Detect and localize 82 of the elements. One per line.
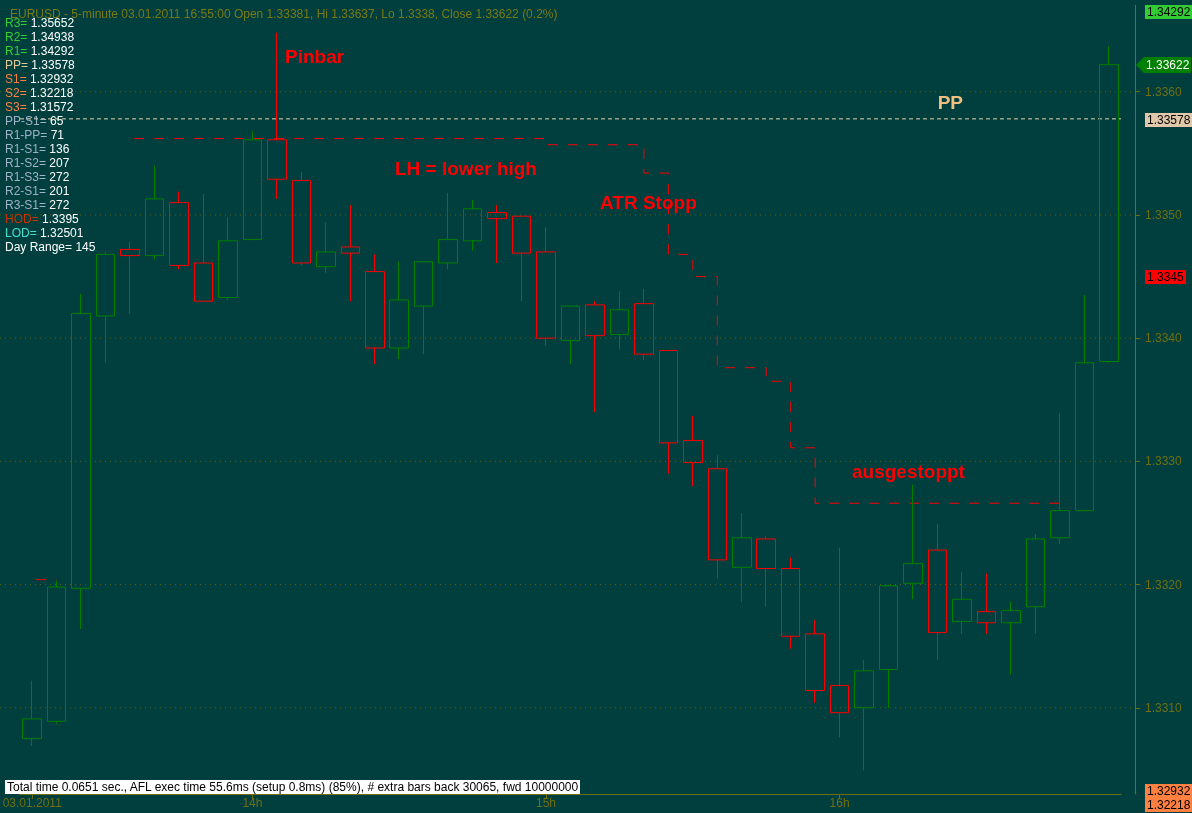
text: 1.33622 — [1136, 57, 1192, 73]
x-tick-label: 16h — [829, 796, 850, 810]
y-tick-label: 1.3320 — [1145, 577, 1183, 592]
y-tick-label: 1.3340 — [1145, 331, 1183, 346]
annotation: R1-S2= 207 — [5, 155, 70, 170]
candlestick — [610, 290, 629, 350]
candlestick — [218, 216, 238, 301]
candlestick — [561, 305, 580, 365]
candlestick — [365, 253, 385, 365]
text: 1.34292 — [1145, 5, 1192, 19]
candlestick — [977, 572, 996, 635]
annotation: R2-S1= 201 — [5, 183, 70, 198]
x-tick-label: 15h — [536, 796, 557, 810]
text: 1.3345 — [1145, 270, 1186, 284]
candlestick — [732, 512, 752, 603]
candlestick — [438, 192, 458, 270]
annotation: LH = lower high — [395, 158, 537, 180]
annotation: Pinbar — [285, 46, 345, 68]
candlestick — [292, 171, 311, 266]
y-tick-label: 1.3360 — [1145, 84, 1183, 99]
candlestick — [316, 221, 336, 274]
annotation: S1= 1.32932 — [5, 71, 74, 86]
annotation: R2= 1.34938 — [5, 29, 75, 44]
annotation: Total time 0.0651 sec., AFL exec time 55.6ms (setup 0.8ms) (85%), # extra bars back 30065, fwd 10000000 — [5, 780, 581, 794]
candlestick — [71, 293, 91, 630]
candlestick — [781, 556, 800, 650]
annotation: R1-PP= 71 — [5, 127, 65, 142]
text: 1.32218 — [1145, 798, 1192, 812]
candlestick — [805, 619, 825, 704]
candlestick — [414, 261, 433, 355]
candlestick — [389, 261, 409, 360]
annotation: LOD= 1.32501 — [5, 225, 84, 240]
candlestick — [634, 288, 654, 361]
candlestick — [1075, 294, 1094, 512]
x-tick-label: 14h — [242, 796, 263, 810]
candlestick — [96, 251, 115, 364]
annotation: ATR Stopp — [600, 192, 697, 214]
candlestick — [903, 484, 923, 600]
candlestick — [145, 165, 164, 260]
y-tick-label: 1.3330 — [1145, 454, 1183, 469]
candlestick — [1001, 601, 1021, 675]
y-tick-label: 1.3350 — [1145, 207, 1183, 222]
annotation: R3-S1= 272 — [5, 197, 70, 212]
candlestick — [928, 523, 947, 661]
annotation: S3= 1.31572 — [5, 99, 74, 114]
candlestick — [169, 191, 189, 270]
candlestick — [47, 580, 66, 725]
candlestick — [463, 199, 482, 252]
candlestick — [659, 349, 678, 475]
candlestick — [952, 571, 972, 635]
annotation: HOD= 1.3395 — [5, 211, 79, 226]
x-tick-label: 03.01.2011 — [2, 796, 63, 810]
candlestick — [585, 300, 605, 413]
annotation: PP-S1= 65 — [5, 113, 64, 128]
candlestick — [487, 204, 507, 264]
ref-line-label: PP — [937, 91, 964, 114]
annotation: PP= 1.33578 — [5, 57, 75, 72]
candlestick — [512, 215, 531, 302]
candlestick — [708, 454, 727, 579]
candlestick — [194, 193, 213, 302]
y-tick-label: 1.3310 — [1145, 700, 1183, 715]
annotation: R1= 1.34292 — [5, 43, 75, 58]
annotation: Day Range= 145 — [5, 239, 96, 254]
text: 1.33578 — [1145, 113, 1192, 127]
annotation: R1-S1= 136 — [5, 141, 70, 156]
candlestick — [683, 415, 703, 487]
candlestick — [243, 130, 262, 241]
annotation: S2= 1.32218 — [5, 85, 74, 100]
candlestick — [1050, 412, 1070, 545]
candlestick — [1099, 45, 1119, 364]
text: 1.32932 — [1145, 784, 1192, 798]
candlestick — [756, 536, 776, 608]
candlestick — [22, 680, 42, 747]
candlestick — [536, 226, 556, 347]
candlestick — [341, 204, 360, 302]
candlestick — [854, 659, 874, 772]
annotation: R1-S3= 272 — [5, 169, 70, 184]
candlestick — [879, 584, 898, 709]
candlestick — [1026, 533, 1045, 635]
annotation: ausgestoppt — [852, 461, 965, 483]
candlestick — [830, 547, 849, 738]
candlestick — [120, 241, 140, 315]
